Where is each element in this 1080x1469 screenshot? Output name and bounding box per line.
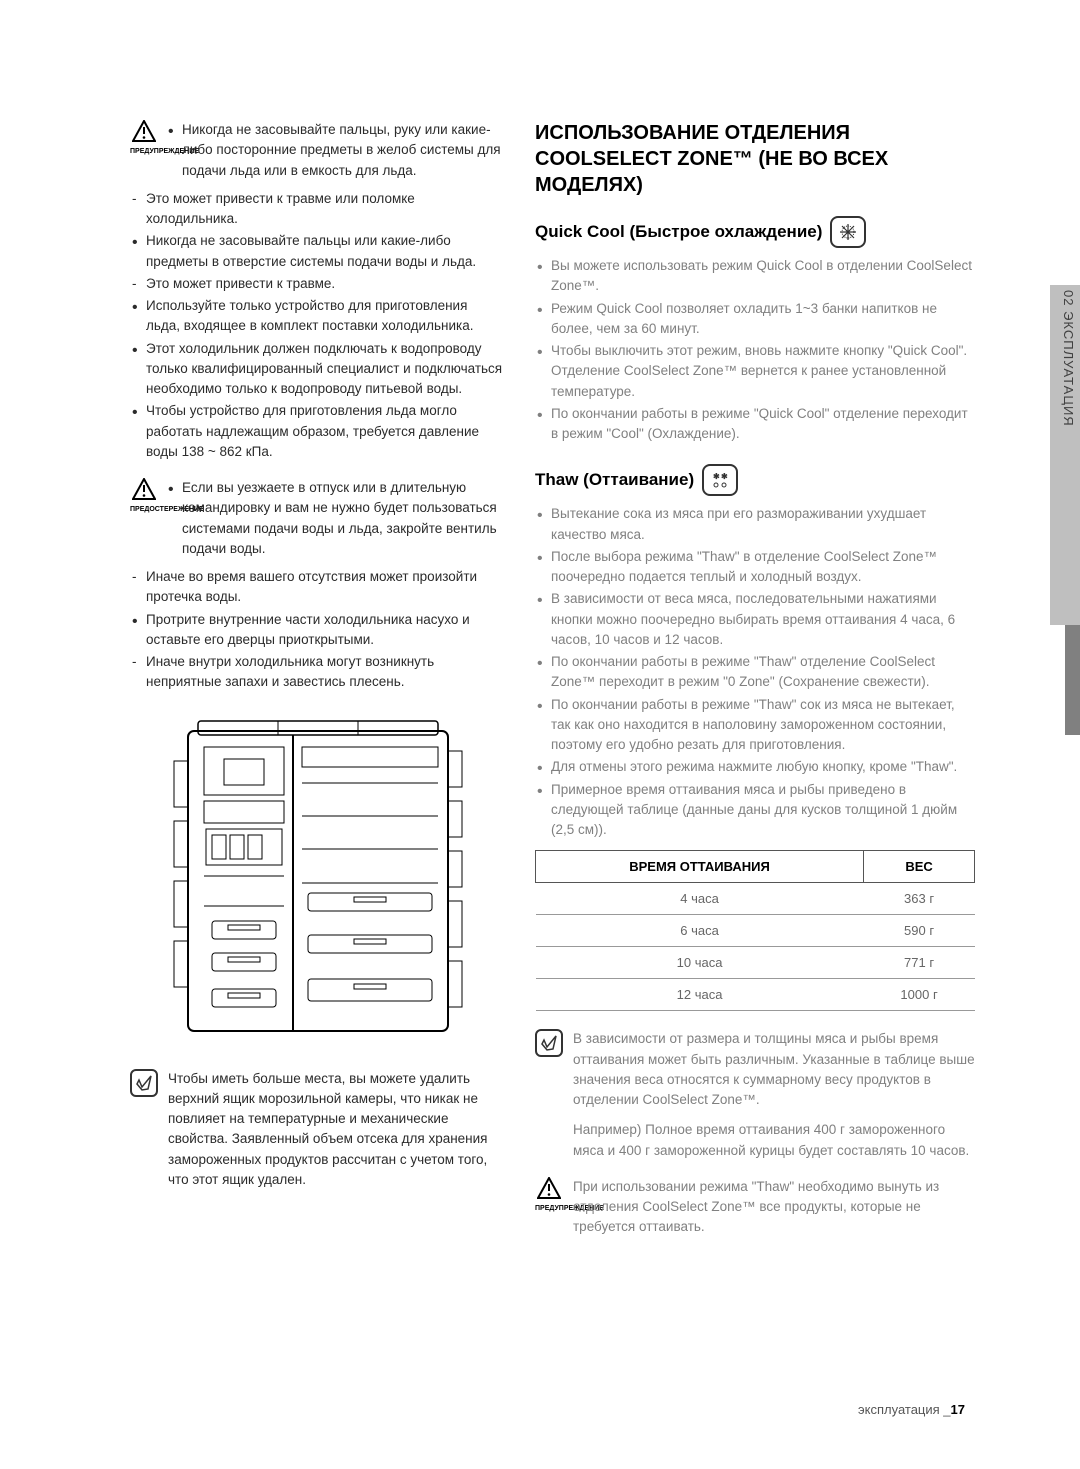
quickcool-heading: Quick Cool (Быстрое охлаждение) [535, 216, 975, 248]
warning-triangle-icon: ПРЕДУПРЕЖДЕНИЕ [535, 1177, 563, 1212]
note-check-icon [130, 1069, 158, 1097]
list-item: Иначе внутри холодильника могут возникну… [130, 652, 505, 693]
table-cell: 4 часа [536, 883, 864, 915]
warn3-text: При использовании режима "Thaw" необходи… [573, 1177, 975, 1238]
list-item: В зависимости от веса мяса, последовател… [535, 589, 975, 650]
table-row: 10 часа771 г [536, 947, 975, 979]
list-item: Это может привести к травме. [130, 274, 505, 294]
warning-label-3: ПРЕДУПРЕЖДЕНИЕ [535, 1205, 563, 1212]
table-cell: 12 часа [536, 979, 864, 1011]
list-item: Это может привести к травме или поломке … [130, 189, 505, 230]
list-item: По окончании работы в режиме "Thaw" сок … [535, 695, 975, 756]
warning-block-1: ПРЕДУПРЕЖДЕНИЕ Никогда не засовывайте па… [130, 120, 505, 183]
list-item: Никогда не засовывайте пальцы или какие-… [130, 231, 505, 272]
list-item: Вы можете использовать режим Quick Cool … [535, 256, 975, 297]
list-item: Этот холодильник должен подключать к вод… [130, 339, 505, 400]
table-cell: 6 часа [536, 915, 864, 947]
list-item: Для отмены этого режима нажмите любую кн… [535, 757, 975, 777]
footer-page: 17 [951, 1402, 965, 1417]
list-item: После выбора режима "Thaw" в отделение C… [535, 547, 975, 588]
footer-text: эксплуатация _ [858, 1402, 951, 1417]
thaw-icon: ✱ ✱ [702, 464, 738, 496]
fridge-diagram [168, 711, 468, 1051]
warning-label-1: ПРЕДУПРЕЖДЕНИЕ [130, 148, 158, 155]
warning-triangle-icon: ПРЕДОСТЕРЕЖЕНИЕ [130, 478, 158, 513]
note1-text: В зависимости от размера и толщины мяса … [573, 1029, 975, 1110]
warning-block-3: ПРЕДУПРЕЖДЕНИЕ При использовании режима … [535, 1177, 975, 1238]
thaw-table: ВРЕМЯ ОТТАИВАНИЯВЕС 4 часа363 г6 часа590… [535, 850, 975, 1011]
thaw-list: Вытекание сока из мяса при его разморажи… [535, 504, 975, 840]
list-item: Вытекание сока из мяса при его разморажи… [535, 504, 975, 545]
page-container: ПРЕДУПРЕЖДЕНИЕ Никогда не засовывайте па… [0, 0, 1080, 1278]
quickcool-icon [830, 216, 866, 248]
table-cell: 363 г [864, 883, 975, 915]
warn2-list: Если вы уезжаете в отпуск или в длительн… [166, 478, 505, 561]
main-list-1: Это может привести к травме или поломке … [130, 189, 505, 462]
note1-example: Например) Полное время оттаивания 400 г … [573, 1120, 975, 1161]
note-block-left: Чтобы иметь больше места, вы можете удал… [130, 1069, 505, 1191]
table-cell: 1000 г [864, 979, 975, 1011]
list-item: Протрите внутренние части холодильника н… [130, 610, 505, 651]
quickcool-list: Вы можете использовать режим Quick Cool … [535, 256, 975, 444]
left-column: ПРЕДУПРЕЖДЕНИЕ Никогда не засовывайте па… [130, 120, 505, 1238]
warning-triangle-icon: ПРЕДУПРЕЖДЕНИЕ [130, 120, 158, 155]
note-text-left: Чтобы иметь больше места, вы можете удал… [168, 1069, 505, 1191]
warning-label-2: ПРЕДОСТЕРЕЖЕНИЕ [130, 506, 158, 513]
list-item: Если вы уезжаете в отпуск или в длительн… [166, 478, 505, 559]
table-row: 4 часа363 г [536, 883, 975, 915]
list-item: По окончании работы в режиме "Quick Cool… [535, 404, 975, 445]
table-cell: 590 г [864, 915, 975, 947]
thaw-heading: Thaw (Оттаивание) ✱ ✱ [535, 464, 975, 496]
table-header: ВРЕМЯ ОТТАИВАНИЯ [536, 851, 864, 883]
main-list-2: Иначе во время вашего отсутствия может п… [130, 567, 505, 693]
warning-block-2: ПРЕДОСТЕРЕЖЕНИЕ Если вы уезжаете в отпус… [130, 478, 505, 561]
svg-text:✱: ✱ [721, 472, 728, 481]
table-row: 6 часа590 г [536, 915, 975, 947]
list-item: Примерное время оттаивания мяса и рыбы п… [535, 780, 975, 841]
list-item: Иначе во время вашего отсутствия может п… [130, 567, 505, 608]
warn1-list: Никогда не засовывайте пальцы, руку или … [166, 120, 505, 183]
table-row: 12 часа1000 г [536, 979, 975, 1011]
list-item: Режим Quick Cool позволяет охладить 1~3 … [535, 299, 975, 340]
list-item: Никогда не засовывайте пальцы, руку или … [166, 120, 505, 181]
section-title: ИСПОЛЬЗОВАНИЕ ОТДЕЛЕНИЯ COOLSELECT ZONE™… [535, 120, 975, 198]
list-item: Чтобы устройство для приготовления льда … [130, 401, 505, 462]
table-header: ВЕС [864, 851, 975, 883]
thaw-heading-text: Thaw (Оттаивание) [535, 470, 694, 490]
quickcool-heading-text: Quick Cool (Быстрое охлаждение) [535, 222, 822, 242]
list-item: Чтобы выключить этот режим, вновь нажмит… [535, 341, 975, 402]
table-cell: 10 часа [536, 947, 864, 979]
note-check-icon [535, 1029, 563, 1057]
svg-text:✱: ✱ [713, 472, 720, 481]
page-footer: эксплуатация _17 [858, 1402, 965, 1417]
right-column: ИСПОЛЬЗОВАНИЕ ОТДЕЛЕНИЯ COOLSELECT ZONE™… [535, 120, 975, 1238]
list-item: По окончании работы в режиме "Thaw" отде… [535, 652, 975, 693]
note-block-right-1: В зависимости от размера и толщины мяса … [535, 1029, 975, 1161]
list-item: Используйте только устройство для пригот… [130, 296, 505, 337]
table-cell: 771 г [864, 947, 975, 979]
